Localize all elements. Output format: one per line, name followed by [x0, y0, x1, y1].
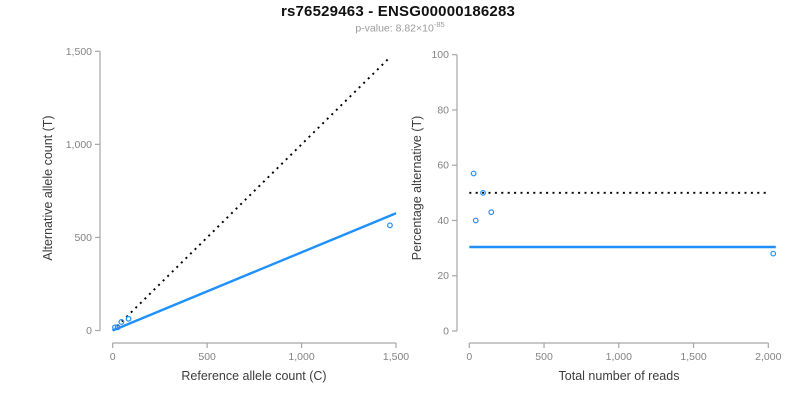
x-tick-label: 1,000: [606, 351, 632, 363]
pvalue-exponent: -85: [433, 20, 445, 29]
x-tick-label: 0: [466, 351, 472, 363]
x-tick-label: 2,000: [755, 351, 781, 363]
x-tick-label: 0: [110, 351, 116, 363]
y-tick-label: 40: [437, 215, 449, 227]
data-point: [112, 324, 118, 331]
data-point: [470, 170, 477, 177]
y-tick-label: 500: [74, 232, 92, 244]
pvalue-text: p-value: 8.82×10: [355, 22, 434, 35]
x-tick-label: 1,000: [288, 351, 314, 363]
data-point: [770, 250, 777, 257]
right-x-axis-title: Total number of reads: [558, 369, 680, 383]
x-tick-label: 1,500: [383, 351, 409, 363]
x-tick-label: 500: [535, 351, 553, 363]
right-y-axis-title: Percentage alternative (T): [410, 115, 424, 261]
y-tick-label: 60: [437, 160, 449, 172]
figure-title: rs76529463 - ENSG00000186283: [280, 3, 516, 20]
data-point: [118, 319, 125, 325]
y-tick-label: 0: [443, 326, 449, 338]
y-tick-label: 20: [437, 270, 449, 282]
data-point: [480, 189, 486, 196]
y-tick-label: 0: [86, 325, 92, 337]
y-tick-label: 80: [437, 104, 449, 116]
y-tick-label: 100: [431, 49, 449, 61]
data-point: [114, 324, 121, 331]
data-point: [387, 222, 393, 229]
data-point: [472, 217, 479, 224]
y-tick-label: 1,000: [66, 139, 92, 151]
data-point: [488, 209, 495, 216]
left-y-axis-title: Alternative allele count (T): [41, 115, 55, 261]
figure-subtitle: p-value: 8.82×10-85: [0, 20, 800, 35]
data-point: [125, 315, 132, 322]
left-x-axis-title: Reference allele count (C): [181, 369, 327, 383]
identity-line: [112, 56, 392, 332]
fit-line: [112, 212, 397, 332]
y-tick-label: 1,500: [66, 46, 92, 58]
x-tick-label: 500: [198, 351, 216, 363]
x-tick-label: 1,500: [680, 351, 706, 363]
